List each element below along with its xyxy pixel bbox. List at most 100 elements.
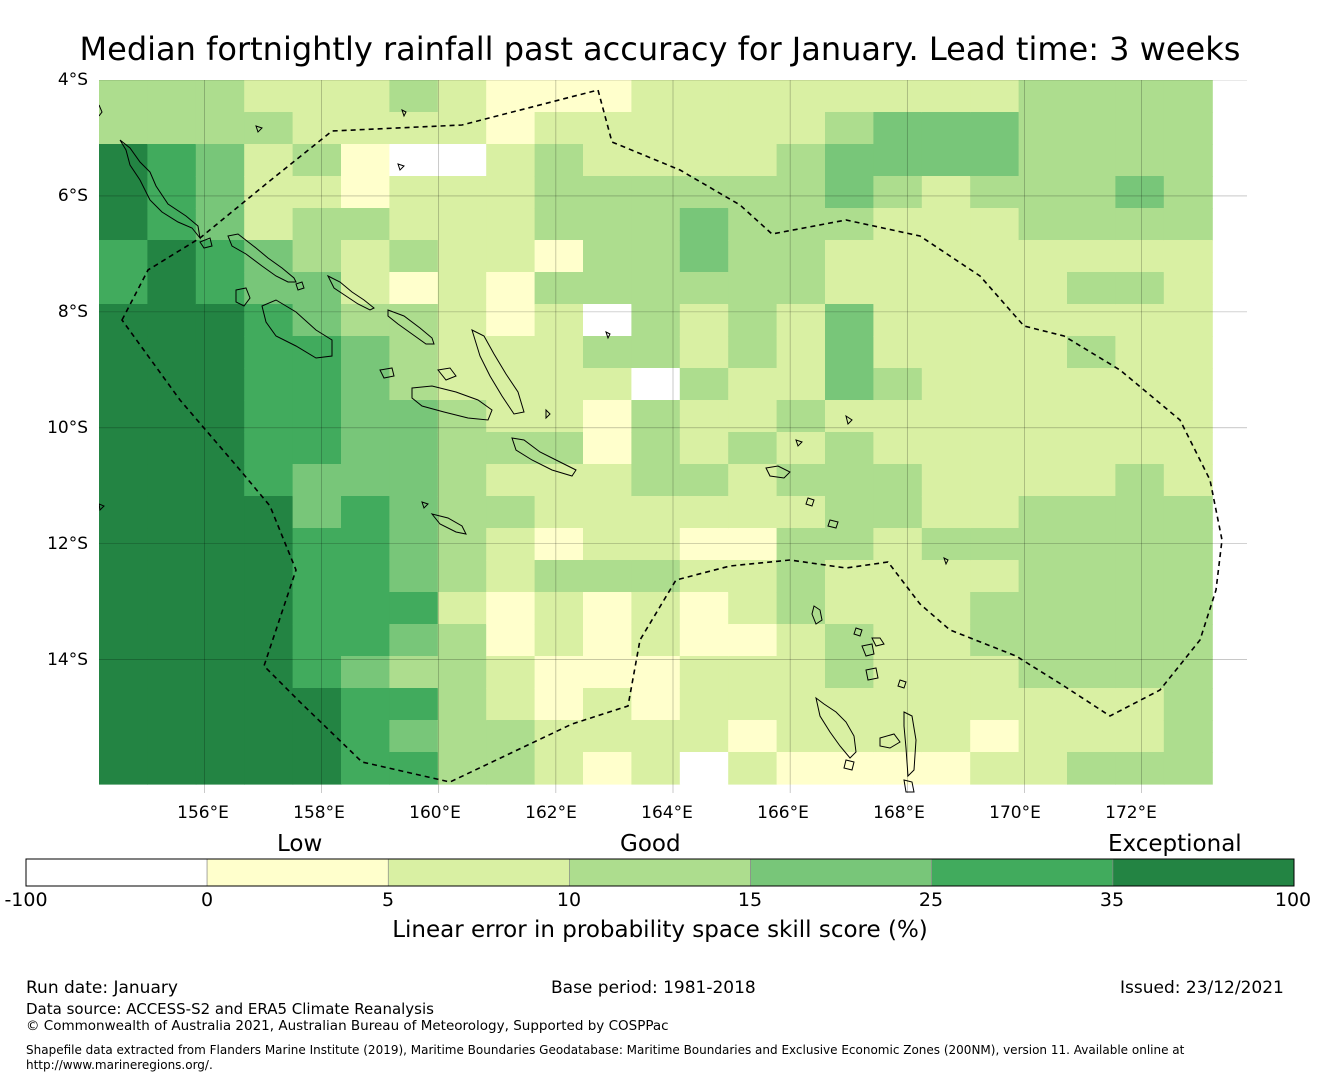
grid-cell	[389, 368, 439, 401]
grid-cell	[583, 560, 632, 593]
grid-cell	[195, 240, 245, 273]
grid-cell	[389, 336, 439, 369]
grid-cell	[195, 720, 245, 753]
grid-cell	[1018, 688, 1068, 721]
grid-cell	[437, 432, 487, 465]
grid-cell	[1067, 240, 1116, 273]
grid-cell	[147, 560, 197, 593]
base-period: Base period: 1981-2018	[551, 978, 756, 998]
colorbar-tick: 0	[200, 889, 214, 911]
grid-cell	[583, 528, 632, 561]
grid-cell	[341, 624, 390, 657]
grid-cell	[873, 112, 923, 145]
grid-cell	[1163, 528, 1213, 561]
grid-cell	[534, 112, 584, 145]
grid-cell	[147, 752, 197, 785]
grid-cell	[776, 304, 826, 337]
grid-cell	[825, 112, 874, 145]
colorbar	[25, 858, 1295, 887]
grid-cell	[825, 688, 874, 721]
grid-cell	[873, 528, 923, 561]
grid-cell	[195, 496, 245, 529]
grid-cell	[389, 432, 439, 465]
grid-cell	[244, 80, 294, 113]
grid-cell	[99, 624, 148, 657]
grid-cell	[99, 560, 148, 593]
grid-cell	[147, 432, 197, 465]
grid-cell	[195, 624, 245, 657]
grid-cell	[1163, 272, 1213, 305]
grid-cell	[1018, 464, 1068, 497]
grid-cell	[921, 112, 971, 145]
grid-cell	[195, 368, 245, 401]
grid-cell	[631, 656, 681, 689]
grid-cell	[631, 208, 681, 241]
grid-cell	[679, 304, 729, 337]
grid-cell	[99, 592, 148, 625]
grid-cell	[970, 688, 1020, 721]
grid-cell	[195, 272, 245, 305]
grid-cell	[728, 656, 778, 689]
lon-label-162e: 162°E	[525, 803, 577, 823]
grid-cell	[631, 624, 681, 657]
grid-cell	[244, 688, 294, 721]
grid-cell	[1067, 400, 1116, 433]
grid-cell	[534, 208, 584, 241]
grid-cell	[437, 464, 487, 497]
grid-cell	[486, 400, 536, 433]
lon-label-168e: 168°E	[873, 803, 925, 823]
grid-cell	[1163, 336, 1213, 369]
grid-cell	[679, 336, 729, 369]
grid-cell	[534, 560, 584, 593]
grid-cell	[1115, 528, 1165, 561]
grid-cell	[244, 592, 294, 625]
grid-cell	[437, 496, 487, 529]
grid-cell	[679, 496, 729, 529]
grid-cell	[679, 720, 729, 753]
grid-cell	[195, 592, 245, 625]
grid-cell	[631, 496, 681, 529]
colorbar-segment	[569, 858, 751, 887]
grid-cell	[970, 368, 1020, 401]
grid-cell	[873, 368, 923, 401]
grid-cell	[389, 496, 439, 529]
grid-cell	[437, 592, 487, 625]
lat-label-8s: 8°S	[57, 302, 88, 322]
grid-cell	[631, 528, 681, 561]
colorbar-category-exceptional: Exceptional	[1108, 831, 1242, 857]
grid-cell	[825, 656, 874, 689]
grid-cell	[147, 528, 197, 561]
grid-cell	[389, 144, 439, 177]
grid-cell	[534, 752, 584, 785]
copyright: © Commonwealth of Australia 2021, Austra…	[26, 1018, 669, 1034]
grid-cell	[970, 720, 1020, 753]
grid-cell	[99, 528, 148, 561]
grid-cell	[825, 240, 874, 273]
grid-cell	[970, 112, 1020, 145]
lat-label-6s: 6°S	[57, 186, 88, 206]
grid-cell	[825, 304, 874, 337]
grid-cell	[341, 112, 390, 145]
grid-cell	[970, 432, 1020, 465]
grid-cell	[99, 688, 148, 721]
grid-cell	[244, 368, 294, 401]
grid-cell	[341, 272, 390, 305]
grid-cell	[437, 80, 487, 113]
grid-cell	[873, 80, 923, 113]
grid-cell	[341, 528, 390, 561]
grid-cell	[1115, 752, 1165, 785]
grid-cell	[534, 400, 584, 433]
grid-cell	[1163, 720, 1213, 753]
lon-label-164e: 164°E	[641, 803, 693, 823]
grid-cell	[1115, 144, 1165, 177]
grid-cell	[292, 720, 342, 753]
grid-cell	[970, 528, 1020, 561]
grid-cell	[99, 496, 148, 529]
grid-cell	[728, 464, 778, 497]
grid-cell	[679, 368, 729, 401]
grid-cell	[970, 656, 1020, 689]
grid-cell	[631, 240, 681, 273]
grid-cell	[873, 688, 923, 721]
grid-cell	[99, 144, 148, 177]
